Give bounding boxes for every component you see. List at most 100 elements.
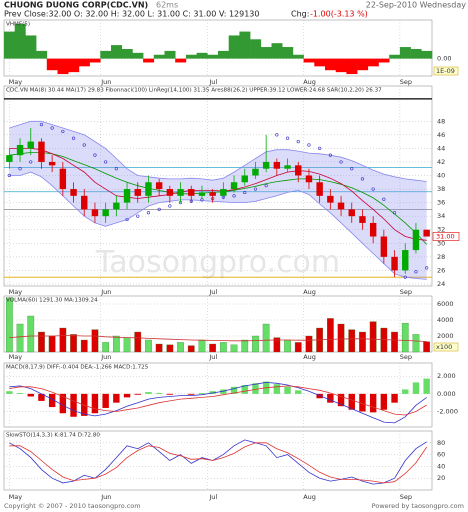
candle-body xyxy=(241,175,248,183)
volume-bar xyxy=(294,342,302,353)
macd-bar xyxy=(102,393,109,408)
candle-body xyxy=(188,189,195,196)
candle-body xyxy=(27,141,34,149)
y-tick-label: 26 xyxy=(437,266,445,274)
volume-bar xyxy=(412,334,420,353)
candle-body xyxy=(305,175,313,183)
macd-bar xyxy=(359,393,366,412)
y-tick-label: 36 xyxy=(437,199,445,207)
vhmf-bar xyxy=(196,52,208,59)
macd-dea xyxy=(9,385,427,416)
macd-bar xyxy=(38,393,45,401)
macd-bar xyxy=(16,392,24,394)
month-label: Jul xyxy=(208,288,217,296)
sar-dot xyxy=(29,160,33,164)
sar-dot xyxy=(414,270,418,274)
ma-short xyxy=(9,148,427,241)
vhmf-bar xyxy=(239,31,251,59)
vhmf-bar xyxy=(111,45,122,59)
candle-body xyxy=(102,209,109,217)
sar-dot xyxy=(253,187,258,191)
y-tick-label: 24 xyxy=(437,280,445,288)
macd-bar xyxy=(295,390,302,394)
sar-dot xyxy=(232,194,236,198)
volume-bar xyxy=(70,334,77,353)
volume-bar xyxy=(359,331,366,353)
date: 22-Sep-2010 Wednesday xyxy=(366,1,467,10)
candle-body xyxy=(391,256,398,271)
vhmf-bar xyxy=(175,58,187,63)
candle-body xyxy=(6,155,13,162)
vhmf-bar xyxy=(271,43,283,59)
sar-dot xyxy=(392,211,397,215)
candle-body xyxy=(123,189,131,203)
vhmf-bar xyxy=(68,58,80,73)
candle-body xyxy=(252,168,259,176)
panel-label: CDC.VN MA(8) 30.44 MA(17) 29.83 Fibonnac… xyxy=(6,88,382,94)
panel-label: VHMF(5) xyxy=(6,22,30,28)
sar-dot xyxy=(382,197,386,201)
candle-body xyxy=(145,182,152,196)
volume-bar xyxy=(177,342,184,353)
candle-body xyxy=(16,144,24,156)
candle-body xyxy=(412,229,420,251)
vhmf-bar xyxy=(292,54,304,59)
sar-dot xyxy=(425,266,429,270)
vhmf-bar xyxy=(185,54,197,59)
volume-bar xyxy=(155,343,163,353)
volume-ma xyxy=(9,335,427,342)
vhmf-bar xyxy=(357,58,369,71)
candle-body xyxy=(155,182,163,190)
vhmf-bar xyxy=(250,39,262,59)
y-tick-label: -2.000 xyxy=(437,407,458,415)
y-tick-label: 42 xyxy=(437,158,445,166)
month-label: Aug xyxy=(303,353,316,361)
candle-body xyxy=(348,209,355,217)
macd-bar xyxy=(380,393,388,410)
candle-body xyxy=(220,189,227,196)
macd-bar xyxy=(188,393,195,395)
vhmf-bar xyxy=(78,58,90,67)
vhmf-bar xyxy=(36,50,48,59)
macd-bar xyxy=(284,386,291,394)
sar-dot xyxy=(82,143,86,147)
sar-dot xyxy=(7,173,11,178)
watermark: Taosongpro.com xyxy=(95,245,340,280)
sar-dot xyxy=(328,153,332,157)
macd-bar xyxy=(91,393,99,414)
macd-bar xyxy=(155,392,163,394)
sar-dot xyxy=(61,129,65,134)
sar-dot xyxy=(264,184,268,188)
month-label: Jun xyxy=(100,288,111,296)
candle-body xyxy=(380,236,388,257)
y-tick-label: 60 xyxy=(437,451,445,459)
change-label: Chg: xyxy=(291,10,309,19)
sar-dot xyxy=(371,187,375,191)
macd-bar xyxy=(123,393,131,398)
sar-dot xyxy=(136,214,140,218)
y-tick-label: 46 xyxy=(437,131,445,139)
y-tick-label: 2.000 xyxy=(437,372,456,380)
candle-body xyxy=(113,202,120,210)
macd-bar xyxy=(48,393,56,408)
sar-dot xyxy=(50,126,54,130)
vhmf-bar xyxy=(57,58,69,75)
macd-bar xyxy=(337,393,345,407)
volume-bar xyxy=(305,335,313,353)
vhmf-bar xyxy=(14,23,26,59)
volume-bar xyxy=(252,335,259,353)
vhmf-bar xyxy=(367,58,379,67)
sar-dot xyxy=(39,123,44,127)
scale-label: 1E-09 xyxy=(436,67,455,75)
month-label: May xyxy=(9,493,23,501)
sar-dot xyxy=(360,177,365,181)
month-label: Sep xyxy=(400,493,412,501)
y-tick-label: 28 xyxy=(437,253,445,261)
candle-body xyxy=(166,189,174,196)
volume-bar xyxy=(145,339,152,353)
volume-bar xyxy=(369,321,377,353)
sar-dot xyxy=(71,136,76,140)
vhmf-bar xyxy=(325,58,336,71)
candle-body xyxy=(369,222,377,237)
volume-bar xyxy=(16,323,24,353)
